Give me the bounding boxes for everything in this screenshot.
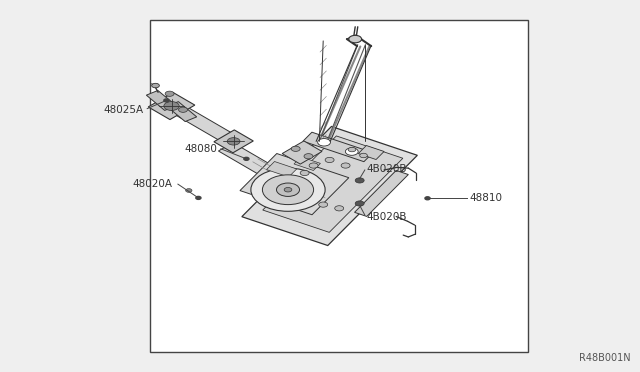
- Circle shape: [300, 170, 309, 176]
- Circle shape: [309, 163, 318, 168]
- Text: 4B020B: 4B020B: [366, 164, 406, 173]
- Circle shape: [360, 153, 367, 158]
- Circle shape: [335, 206, 344, 211]
- Polygon shape: [242, 126, 417, 246]
- Polygon shape: [355, 170, 408, 217]
- Polygon shape: [148, 93, 195, 119]
- Circle shape: [196, 196, 201, 199]
- Polygon shape: [147, 90, 176, 110]
- Polygon shape: [282, 141, 322, 164]
- Circle shape: [317, 139, 330, 146]
- Circle shape: [164, 99, 169, 102]
- Circle shape: [152, 83, 159, 88]
- Circle shape: [425, 197, 430, 200]
- Text: 48020A: 48020A: [133, 179, 173, 189]
- Circle shape: [346, 148, 358, 155]
- Circle shape: [179, 107, 188, 112]
- Circle shape: [284, 187, 292, 192]
- Text: 48080: 48080: [185, 144, 218, 154]
- Circle shape: [262, 175, 314, 205]
- Polygon shape: [266, 161, 297, 177]
- Circle shape: [355, 201, 364, 206]
- Circle shape: [251, 168, 325, 211]
- Circle shape: [227, 138, 240, 145]
- Polygon shape: [240, 154, 349, 215]
- Circle shape: [164, 102, 179, 110]
- Circle shape: [304, 154, 313, 159]
- Circle shape: [276, 183, 300, 196]
- Polygon shape: [263, 136, 403, 232]
- Bar: [150, 20, 528, 352]
- Circle shape: [348, 147, 356, 152]
- Text: 48810: 48810: [469, 193, 502, 203]
- Polygon shape: [218, 142, 317, 200]
- Circle shape: [355, 178, 364, 183]
- Text: R48B001N: R48B001N: [579, 353, 630, 363]
- Text: 4B020B: 4B020B: [366, 212, 406, 221]
- Circle shape: [349, 35, 362, 43]
- Polygon shape: [303, 132, 373, 162]
- Circle shape: [319, 202, 328, 207]
- Circle shape: [244, 157, 249, 160]
- Polygon shape: [358, 145, 384, 160]
- Circle shape: [341, 163, 350, 168]
- Circle shape: [186, 189, 192, 192]
- Circle shape: [291, 146, 300, 151]
- Polygon shape: [168, 103, 235, 142]
- Polygon shape: [294, 157, 321, 170]
- Polygon shape: [167, 102, 196, 122]
- Circle shape: [325, 157, 334, 163]
- Circle shape: [165, 91, 174, 96]
- Polygon shape: [214, 130, 253, 153]
- Text: 48025A: 48025A: [104, 105, 144, 115]
